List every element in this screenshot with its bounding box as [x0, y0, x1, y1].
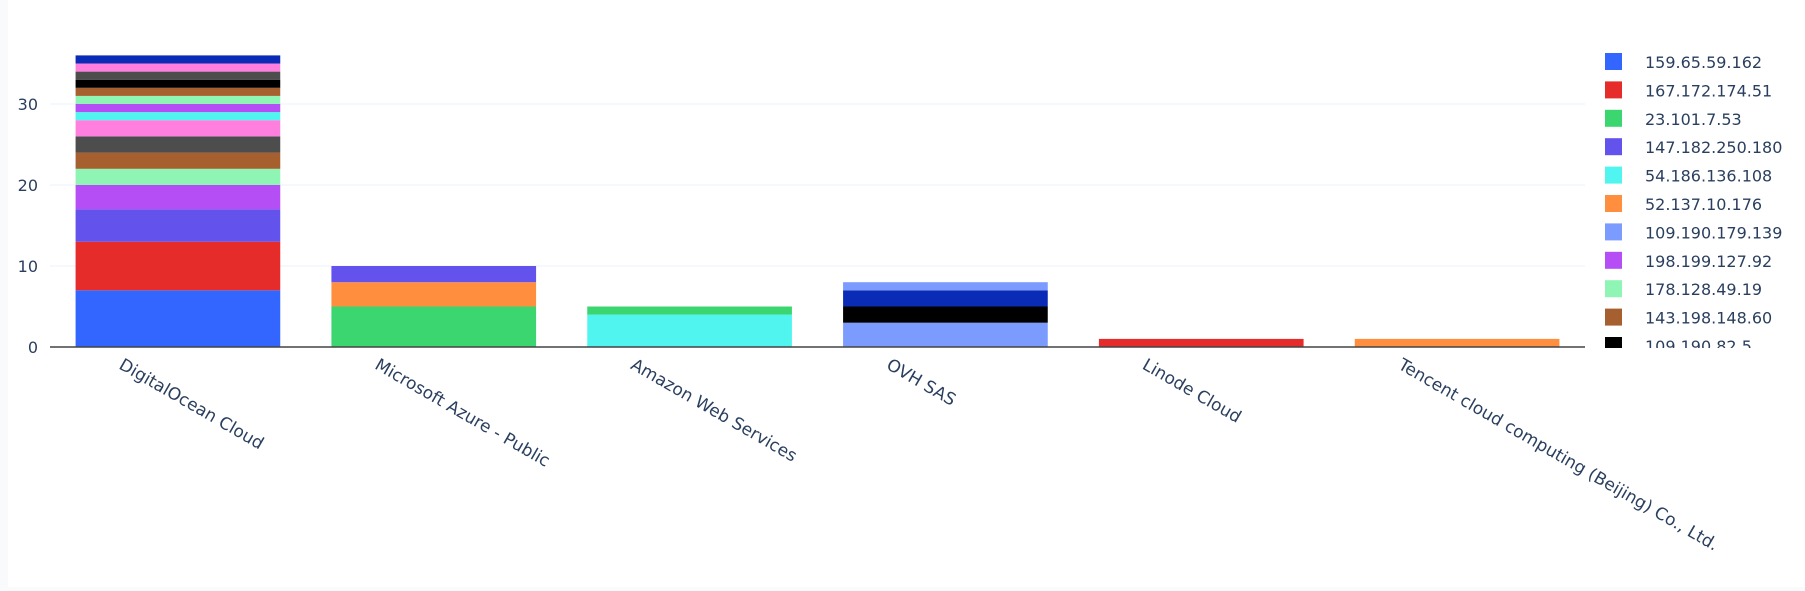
x-tick-label: DigitalOcean Cloud — [115, 355, 267, 454]
legend-label[interactable]: 178.128.49.19 — [1645, 280, 1762, 299]
bar-segment[interactable] — [331, 306, 537, 348]
bar-segment[interactable] — [75, 112, 281, 121]
bar-segment[interactable] — [75, 168, 281, 185]
legend-swatch[interactable] — [1605, 280, 1622, 298]
legend-label[interactable]: 159.65.59.162 — [1645, 53, 1762, 72]
bar-segment[interactable] — [75, 71, 281, 80]
bars — [75, 55, 1560, 348]
legend-label[interactable]: 54.186.136.108 — [1645, 167, 1772, 186]
legend-swatch[interactable] — [1605, 109, 1622, 127]
gridlines — [50, 103, 1585, 267]
legend-swatch[interactable] — [1605, 81, 1622, 99]
y-tick-label: 0 — [28, 338, 38, 357]
chart-frame: 0 10 20 30 DigitalOcean Cloud Microsoft Azure… — [8, 0, 1805, 587]
x-tick-label: OVH SAS — [883, 355, 959, 411]
x-tick-label: Tencent cloud computing (Beijing) Co., L… — [1394, 355, 1722, 556]
bar-segment[interactable] — [75, 95, 281, 104]
legend-swatch[interactable] — [1605, 53, 1622, 70]
legend-label[interactable]: 52.137.10.176 — [1645, 195, 1762, 214]
bar-segment[interactable] — [75, 136, 281, 153]
legend-label[interactable]: 23.101.7.53 — [1645, 110, 1742, 129]
legend-label[interactable]: 198.199.127.92 — [1645, 252, 1772, 271]
y-tick-label: 10 — [18, 257, 38, 276]
x-tick-label: Amazon Web Services — [627, 355, 800, 467]
bar-segment[interactable] — [75, 104, 281, 113]
bar-segment[interactable] — [75, 87, 281, 96]
bar-segment[interactable] — [75, 209, 281, 242]
bar-segment[interactable] — [75, 79, 281, 88]
legend-label[interactable]: 143.198.148.60 — [1645, 309, 1772, 328]
bar-segment[interactable] — [843, 306, 1048, 323]
bar-segment[interactable] — [75, 241, 281, 291]
legend[interactable]: 159.65.59.162 167.172.174.51 23.101.7.53 14… — [1605, 53, 1782, 356]
x-tick-label: Linode Cloud — [1139, 355, 1245, 428]
legend-swatch[interactable] — [1605, 223, 1622, 241]
bar-segment[interactable] — [75, 185, 281, 210]
bar-segment[interactable] — [75, 152, 281, 169]
legend-swatch[interactable] — [1605, 251, 1622, 269]
legend-label[interactable]: 109.190.82.5 — [1645, 337, 1752, 356]
bar-segment[interactable] — [587, 314, 792, 347]
y-tick-label: 20 — [18, 176, 38, 195]
y-tick-label: 30 — [18, 95, 38, 114]
legend-swatch[interactable] — [1605, 166, 1622, 184]
bar-segment[interactable] — [1354, 338, 1560, 347]
legend-swatch[interactable] — [1605, 308, 1622, 326]
bar-segment[interactable] — [1098, 338, 1304, 347]
bar-segment[interactable] — [75, 55, 281, 64]
legend-swatch[interactable] — [1605, 138, 1622, 156]
bar-segment[interactable] — [843, 282, 1048, 291]
bar-segment[interactable] — [331, 282, 537, 307]
legend-label[interactable]: 109.190.179.139 — [1645, 223, 1782, 242]
bar-segment[interactable] — [75, 63, 281, 72]
bar-segment[interactable] — [331, 266, 537, 283]
bar-segment[interactable] — [843, 322, 1048, 347]
legend-swatch[interactable] — [1605, 195, 1622, 212]
legend-swatch[interactable] — [1605, 337, 1622, 354]
bar-segment[interactable] — [75, 120, 281, 137]
bar-segment[interactable] — [587, 306, 792, 315]
stacked-bar-chart: 0 10 20 30 DigitalOcean Cloud Microsoft Azure… — [18, 53, 1782, 556]
bar-segment[interactable] — [843, 290, 1048, 307]
bar-segment[interactable] — [75, 290, 281, 347]
legend-label[interactable]: 147.182.250.180 — [1645, 138, 1782, 157]
legend-label[interactable]: 167.172.174.51 — [1645, 81, 1772, 100]
x-tick-label: Microsoft Azure - Public — [371, 355, 553, 472]
